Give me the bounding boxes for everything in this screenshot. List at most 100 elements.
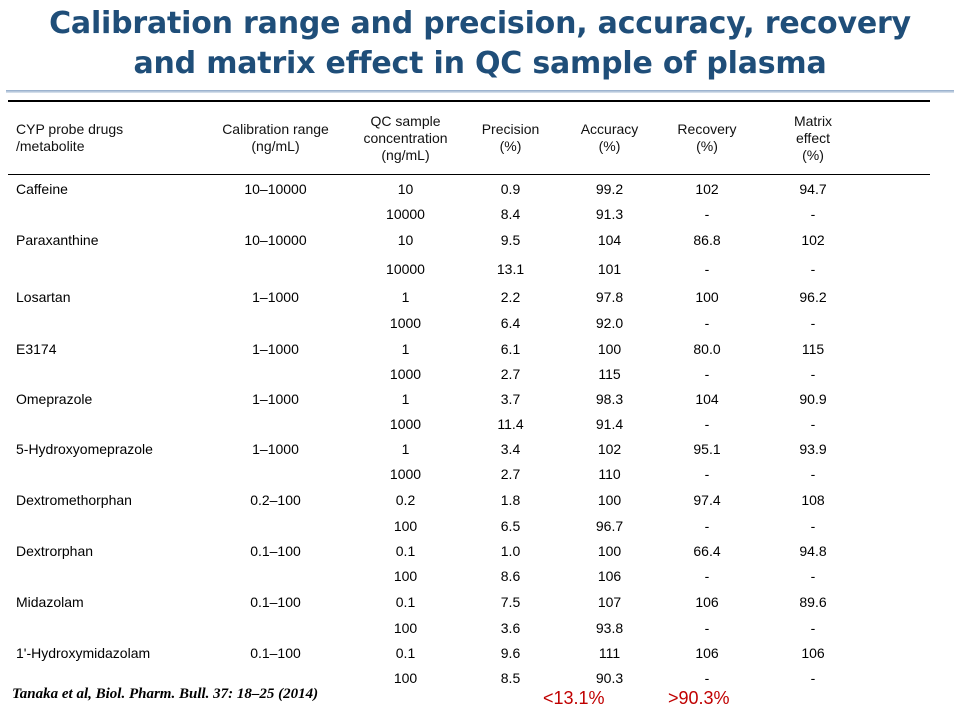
header-line: effect xyxy=(796,129,830,146)
title-line-2: and matrix effect in QC sample of plasma xyxy=(133,46,827,81)
header-line: Precision xyxy=(481,121,540,137)
cell-accuracy: 91.3 xyxy=(595,206,624,222)
cell-accuracy: 91.4 xyxy=(595,416,624,432)
cell-precision: 2.2 xyxy=(500,289,521,305)
cell-matrix-effect: - xyxy=(810,261,816,277)
cell-drug: Omeprazole xyxy=(16,391,93,407)
cell-accuracy: 115 xyxy=(598,366,621,382)
header-drug: CYP probe drugs/metabolite xyxy=(8,121,208,155)
cell-precision: 2.7 xyxy=(500,366,521,382)
cell-matrix-effect: 106 xyxy=(801,645,825,661)
cell-qc-concentration: 0.1 xyxy=(395,543,416,559)
cell-matrix-effect: 102 xyxy=(801,232,825,248)
table-row: 100 8.5 90.3 - - xyxy=(8,666,930,690)
cell-qc-concentration: 100 xyxy=(393,670,418,686)
cell-qc-concentration: 1 xyxy=(401,341,410,357)
header-line: (%) xyxy=(696,138,718,154)
cell-qc-concentration: 1 xyxy=(401,391,410,407)
header-matrix-effect: Matrix effect (%) xyxy=(748,113,878,164)
cell-matrix-effect: - xyxy=(810,206,816,222)
cell-matrix-effect: - xyxy=(810,670,816,686)
header-precision: Precision (%) xyxy=(468,121,553,155)
cell-matrix-effect: 94.8 xyxy=(799,543,827,559)
cell-qc-concentration: 10000 xyxy=(386,261,425,277)
cell-calibration-range: 1–1000 xyxy=(252,441,299,457)
cell-matrix-effect: 89.6 xyxy=(799,594,827,610)
table-row: 10000 8.4 91.3 - - xyxy=(8,202,930,226)
cell-drug: 1'-Hydroxymidazolam xyxy=(16,645,151,661)
cell-accuracy: 92.0 xyxy=(595,315,624,331)
cell-recovery: - xyxy=(704,206,710,222)
cell-recovery: 97.4 xyxy=(693,492,721,508)
cell-qc-concentration: 1000 xyxy=(389,315,422,331)
cell-accuracy: 93.8 xyxy=(595,620,624,636)
cell-recovery: 86.8 xyxy=(693,232,721,248)
table-row: 100 3.6 93.8 - - xyxy=(8,616,930,640)
cell-matrix-effect: - xyxy=(810,315,816,331)
cell-calibration-range: 0.2–100 xyxy=(250,492,301,508)
cell-precision: 7.5 xyxy=(500,594,521,610)
cell-precision: 6.1 xyxy=(500,341,521,357)
cell-calibration-range: 1–1000 xyxy=(252,391,299,407)
cell-recovery: 106 xyxy=(695,645,719,661)
table-row: 10000 13.1 101 - - xyxy=(8,254,930,284)
qc-results-table: CYP probe drugs/metabolite Calibration ra… xyxy=(8,100,930,690)
cell-accuracy: 102 xyxy=(597,441,622,457)
cell-precision: 8.4 xyxy=(500,206,521,222)
table-row: E3174 1–1000 1 6.1 100 80.0 115 xyxy=(8,336,930,362)
header-line: concentration xyxy=(363,129,448,146)
table-row: 1000 2.7 110 - - xyxy=(8,462,930,486)
cell-precision: 3.4 xyxy=(500,441,521,457)
cell-precision: 11.4 xyxy=(497,416,524,432)
header-line: (%) xyxy=(499,138,522,154)
cell-precision: 6.4 xyxy=(500,315,521,331)
cell-matrix-effect: 115 xyxy=(801,341,825,357)
cell-calibration-range: 0.1–100 xyxy=(250,645,301,661)
table-row: Dextrorphan 0.1–100 0.1 1.0 100 66.4 94.8 xyxy=(8,538,930,564)
header-qc-concentration: QC sample concentration (ng/mL) xyxy=(343,113,468,164)
cell-recovery: - xyxy=(704,416,710,432)
cell-recovery: 66.4 xyxy=(693,543,721,559)
cell-recovery: - xyxy=(704,670,710,686)
cell-matrix-effect: 90.9 xyxy=(799,391,827,407)
table-row: 1000 2.7 115 - - xyxy=(8,362,930,386)
cell-recovery: - xyxy=(704,261,710,277)
slide-title: Calibration range and precision, accurac… xyxy=(0,4,960,84)
cell-qc-concentration: 10 xyxy=(397,232,414,248)
cell-precision: 0.9 xyxy=(500,180,521,197)
table-row: Caffeine 10–10000 10 0.9 99.2 102 94.7 xyxy=(8,175,930,202)
header-accuracy: Accuracy (%) xyxy=(553,121,666,155)
cell-matrix-effect: - xyxy=(810,416,816,432)
cell-qc-concentration: 100 xyxy=(393,568,418,584)
cell-accuracy: 100 xyxy=(597,492,622,508)
cell-recovery: 100 xyxy=(695,289,719,305)
cell-recovery: 104 xyxy=(695,391,719,407)
cell-accuracy: 96.7 xyxy=(595,518,624,534)
header-line: Matrix xyxy=(793,112,833,129)
table-row: Midazolam 0.1–100 0.1 7.5 107 106 89.6 xyxy=(8,588,930,616)
accuracy-summary: >90.3% xyxy=(668,688,730,708)
header-line: QC sample xyxy=(370,112,441,129)
table-row: Dextromethorphan 0.2–100 0.2 1.8 100 97.4 108 xyxy=(8,486,930,514)
cell-qc-concentration: 0.2 xyxy=(395,492,416,508)
cell-accuracy: 100 xyxy=(597,543,622,559)
cell-drug: Dextrorphan xyxy=(16,543,94,559)
cell-qc-concentration: 100 xyxy=(393,620,418,636)
cell-drug: E3174 xyxy=(16,341,57,357)
header-line: (ng/mL) xyxy=(381,146,430,163)
cell-qc-concentration: 1 xyxy=(401,289,410,305)
cell-accuracy: 101 xyxy=(597,261,622,277)
header-line: (ng/mL) xyxy=(251,138,300,154)
cell-precision: 6.5 xyxy=(500,518,521,534)
cell-qc-concentration: 10000 xyxy=(386,206,425,222)
table-row: 100 8.6 106 - - xyxy=(8,564,930,588)
cell-accuracy: 97.8 xyxy=(595,289,624,305)
cell-recovery: - xyxy=(704,568,710,584)
cell-matrix-effect: 108 xyxy=(801,492,825,508)
cell-calibration-range: 10–10000 xyxy=(244,180,307,197)
cell-recovery: 102 xyxy=(695,180,719,197)
table-top-rule xyxy=(8,100,930,102)
cell-recovery: - xyxy=(704,518,710,534)
table-body: Caffeine 10–10000 10 0.9 99.2 102 94.7 10000 8.4… xyxy=(8,175,930,690)
cell-precision: 8.6 xyxy=(500,568,521,584)
